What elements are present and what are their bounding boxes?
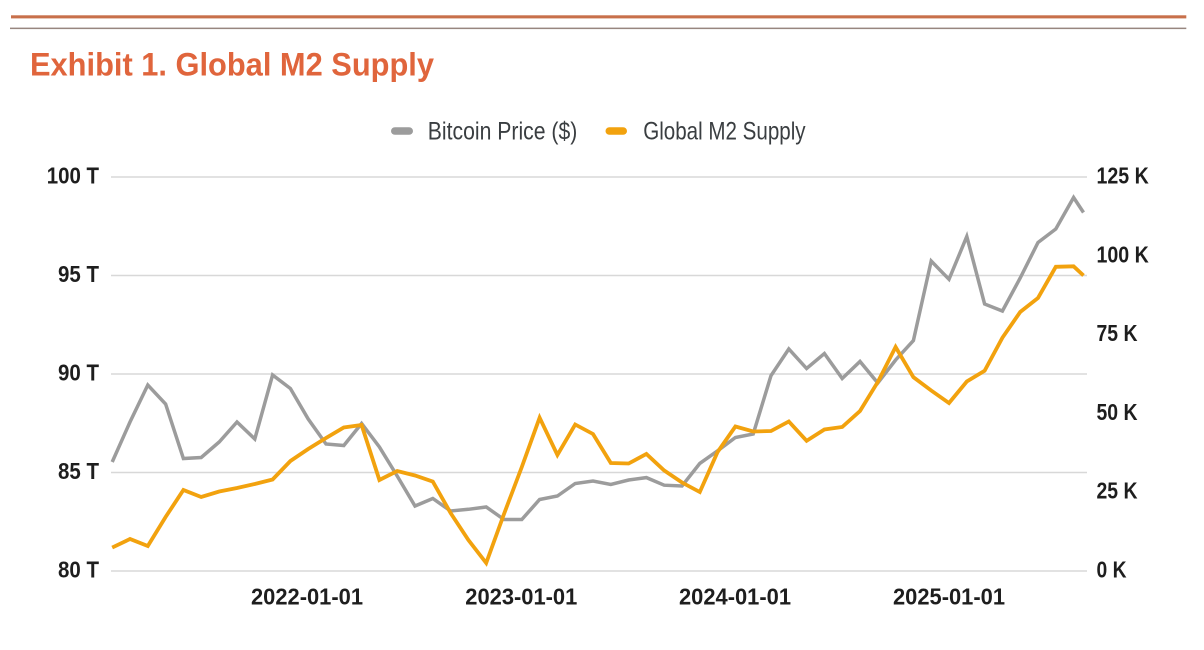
svg-text:Exhibit 1. Global M2 Supply: Exhibit 1. Global M2 Supply xyxy=(30,47,434,83)
svg-text:0 K: 0 K xyxy=(1097,557,1127,583)
svg-text:2024-01-01: 2024-01-01 xyxy=(679,583,791,609)
svg-text:90 T: 90 T xyxy=(58,360,100,386)
svg-text:95 T: 95 T xyxy=(58,261,100,287)
svg-text:125 K: 125 K xyxy=(1097,163,1149,189)
svg-text:Global M2 Supply: Global M2 Supply xyxy=(643,118,806,146)
svg-text:75 K: 75 K xyxy=(1097,320,1138,346)
svg-text:50 K: 50 K xyxy=(1097,399,1138,425)
svg-text:85 T: 85 T xyxy=(58,458,100,484)
svg-text:80 T: 80 T xyxy=(58,557,100,583)
svg-text:Bitcoin Price ($): Bitcoin Price ($) xyxy=(428,118,578,146)
svg-text:100 T: 100 T xyxy=(47,163,100,189)
svg-text:2022-01-01: 2022-01-01 xyxy=(251,583,363,609)
svg-text:2025-01-01: 2025-01-01 xyxy=(893,583,1005,609)
svg-text:2023-01-01: 2023-01-01 xyxy=(465,583,577,609)
svg-text:100 K: 100 K xyxy=(1097,241,1149,267)
svg-text:25 K: 25 K xyxy=(1097,478,1138,504)
